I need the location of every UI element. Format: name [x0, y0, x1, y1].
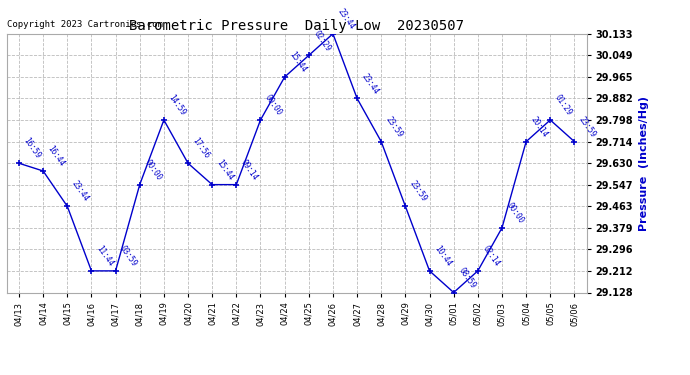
- Text: 00:00: 00:00: [143, 158, 163, 182]
- Text: 00:00: 00:00: [264, 93, 284, 117]
- Text: 10:44: 10:44: [433, 244, 453, 268]
- Text: 15:44: 15:44: [288, 50, 308, 74]
- Text: Copyright 2023 Cartronics.com: Copyright 2023 Cartronics.com: [7, 20, 163, 28]
- Text: 23:59: 23:59: [384, 115, 404, 139]
- Text: 16:44: 16:44: [46, 144, 66, 168]
- Text: 01:29: 01:29: [553, 93, 573, 117]
- Text: 08:59: 08:59: [457, 266, 477, 290]
- Text: 20:14: 20:14: [529, 115, 549, 139]
- Text: 09:14: 09:14: [239, 158, 259, 182]
- Text: 23:44: 23:44: [360, 72, 380, 96]
- Text: 23:59: 23:59: [408, 179, 428, 204]
- Text: 15:44: 15:44: [215, 158, 235, 182]
- Text: 23:44: 23:44: [70, 179, 90, 204]
- Text: 23:44: 23:44: [336, 7, 356, 31]
- Title: Barometric Pressure  Daily Low  20230507: Barometric Pressure Daily Low 20230507: [129, 19, 464, 33]
- Text: 11:44: 11:44: [95, 244, 115, 268]
- Text: 16:59: 16:59: [22, 136, 42, 160]
- Y-axis label: Pressure  (Inches/Hg): Pressure (Inches/Hg): [639, 96, 649, 231]
- Text: 14:59: 14:59: [167, 93, 187, 117]
- Text: 00:00: 00:00: [505, 201, 525, 225]
- Text: 03:59: 03:59: [119, 244, 139, 268]
- Text: 23:59: 23:59: [578, 115, 598, 139]
- Text: 17:56: 17:56: [191, 136, 211, 160]
- Text: 02:29: 02:29: [312, 28, 332, 53]
- Text: 02:14: 02:14: [481, 244, 501, 268]
